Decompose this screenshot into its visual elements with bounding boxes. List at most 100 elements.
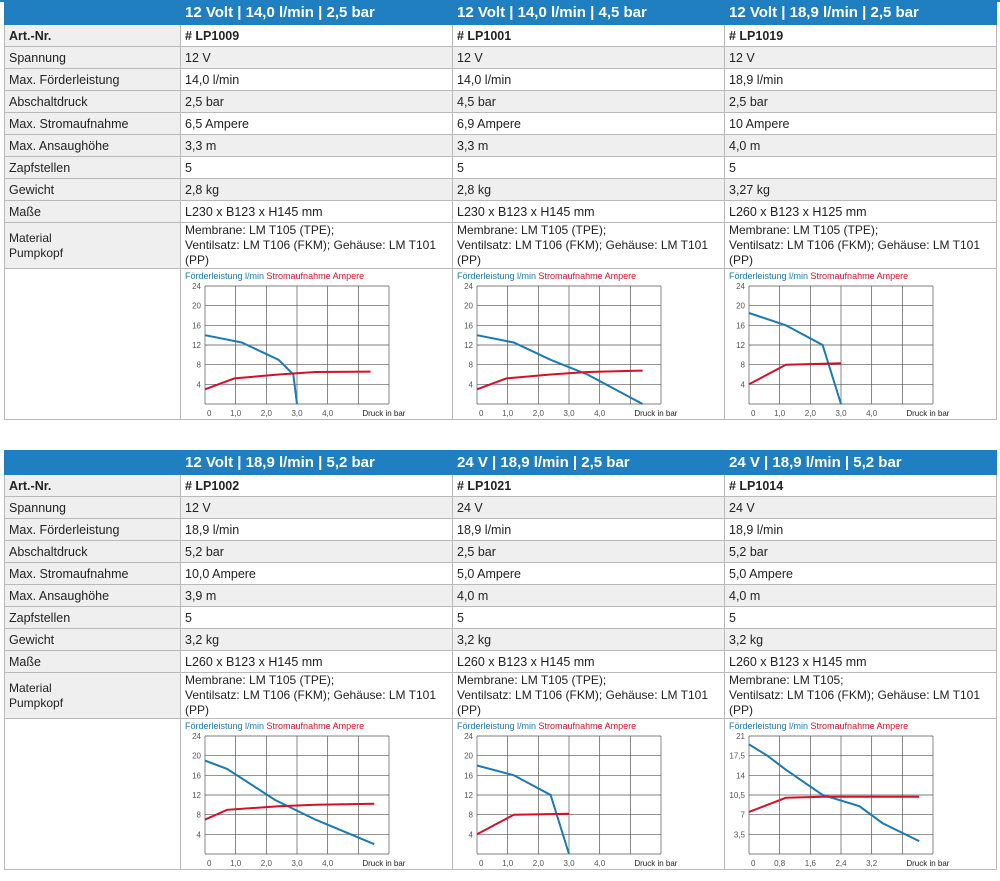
legend-ampere: Stromaufnahme Ampere [538, 271, 637, 281]
spec-value: 5 [452, 606, 725, 629]
y-tick-label: 20 [192, 302, 201, 311]
row-material-pumpkopf: Material Pumpkopf Membrane: LM T105 (TPE);… [4, 672, 997, 719]
y-tick-label: 4 [197, 830, 202, 839]
y-tick-label: 16 [192, 321, 201, 330]
row-charts: Förderleistung l/min Stromaufnahme Amper… [4, 268, 997, 420]
x-tick-label: 0 [751, 859, 756, 868]
spec-value: # LP1001 [452, 24, 725, 47]
x-tick-label: 2,0 [533, 859, 545, 868]
y-tick-label: 10,5 [729, 791, 745, 800]
row-charts: Förderleistung l/min Stromaufnahme Amper… [4, 718, 997, 870]
material-value: Membrane: LM T105; Ventilsatz: LM T106 (F… [724, 672, 997, 719]
spec-value: L230 x B123 x H145 mm [180, 200, 453, 223]
row-label: Maße [4, 650, 181, 673]
spec-value: 18,9 l/min [724, 68, 997, 91]
y-tick-label: 4 [469, 830, 474, 839]
row-material-pumpkopf: Material Pumpkopf Membrane: LM T105 (TPE);… [4, 222, 997, 269]
row-max-stromaufnahme: Max. Stromaufnahme 6,5 Ampere 6,9 Ampere 10… [4, 112, 997, 135]
legend-flow: Förderleistung l/min [185, 271, 265, 281]
row-max-foerderleistung: Max. Förderleistung 14,0 l/min 14,0 l/min 1… [4, 68, 997, 91]
product-header: 12 Volt | 14,0 l/min | 4,5 bar [452, 0, 725, 25]
y-tick-label: 8 [469, 811, 474, 820]
y-tick-label: 7 [741, 811, 746, 820]
spec-value: 2,5 bar [724, 90, 997, 113]
row-spannung: Spannung 12 V 24 V 24 V [4, 496, 997, 519]
row-label: Abschaltdruck [4, 540, 181, 563]
row-label: Max. Förderleistung [4, 68, 181, 91]
spec-value: 18,9 l/min [724, 518, 997, 541]
spec-value: # LP1019 [724, 24, 997, 47]
y-tick-label: 24 [736, 282, 745, 291]
chart-cell: Förderleistung l/min Stromaufnahme Amper… [180, 718, 453, 870]
spec-value: 10 Ampere [724, 112, 997, 135]
x-tick-label: 3,0 [563, 859, 575, 868]
material-line-2: Ventilsatz: LM T106 (FKM); Gehäuse: LM T… [457, 238, 709, 267]
header-row: 12 Volt | 14,0 l/min | 2,5 bar 12 Volt | … [4, 0, 997, 25]
y-tick-label: 20 [736, 302, 745, 311]
row-label: Max. Stromaufnahme [4, 112, 181, 135]
x-tick-label: 2,0 [261, 409, 273, 418]
spec-value: 12 V [452, 46, 725, 69]
row-label: Max. Ansaughöhe [4, 134, 181, 157]
pump-performance-chart: 3,5 7 10,5 14 17,5 21 0 0,8 1,6 2,4 3,2 Druck in ba… [729, 732, 949, 868]
material-line-1: Membrane: LM T105 (TPE); [457, 673, 607, 688]
row-max-stromaufnahme: Max. Stromaufnahme 10,0 Ampere 5,0 Ampere 5… [4, 562, 997, 585]
product-header: 12 Volt | 14,0 l/min | 2,5 bar [180, 0, 453, 25]
spec-value: 3,2 kg [452, 628, 725, 651]
row-max-ansaughoehe: Max. Ansaughöhe 3,3 m 3,3 m 4,0 m [4, 134, 997, 157]
row-label: Max. Stromaufnahme [4, 562, 181, 585]
y-tick-label: 24 [192, 732, 201, 741]
y-tick-label: 12 [192, 791, 201, 800]
material-line-2: Ventilsatz: LM T106 (FKM); Gehäuse: LM T… [729, 238, 981, 267]
flow-series-line [748, 312, 842, 405]
spec-value: 12 V [180, 46, 453, 69]
material-value: Membrane: LM T105 (TPE); Ventilsatz: LM T… [452, 672, 725, 719]
row-label: Gewicht [4, 628, 181, 651]
row-max-foerderleistung: Max. Förderleistung 18,9 l/min 18,9 l/min 1… [4, 518, 997, 541]
x-tick-label: 4,0 [594, 859, 606, 868]
row-label: Material Pumpkopf [4, 672, 181, 719]
row-label: Max. Ansaughöhe [4, 584, 181, 607]
y-tick-label: 8 [469, 361, 474, 370]
pumpkopf-label: Pumpkopf [9, 695, 64, 710]
chart-cell: Förderleistung l/min Stromaufnahme Amper… [724, 718, 997, 870]
legend-flow: Förderleistung l/min [729, 271, 809, 281]
header-corner [4, 0, 181, 25]
spec-value: 6,5 Ampere [180, 112, 453, 135]
ampere-series-line [204, 802, 375, 821]
row-masse: Maße L260 x B123 x H145 mm L260 x B123 x H… [4, 650, 997, 673]
y-tick-label: 12 [464, 341, 473, 350]
material-line-1: Membrane: LM T105 (TPE); [185, 673, 335, 688]
x-axis-label: Druck in bar [362, 409, 405, 418]
row-art-nr: Art.-Nr. # LP1002 # LP1021 # LP1014 [4, 474, 997, 497]
chart-legend: Förderleistung l/min Stromaufnahme Amper… [454, 270, 724, 281]
chart-cell: Förderleistung l/min Stromaufnahme Amper… [452, 268, 725, 420]
material-line-1: Membrane: LM T105 (TPE); [457, 223, 607, 238]
x-tick-label: 3,2 [866, 859, 878, 868]
spec-value: L230 x B123 x H145 mm [452, 200, 725, 223]
pump-performance-chart: 4 8 12 16 20 24 0 1,0 2,0 3,0 4,0 Druck in bar [736, 282, 950, 418]
chart-cell: Förderleistung l/min Stromaufnahme Amper… [724, 268, 997, 420]
product-block: 12 Volt | 14,0 l/min | 2,5 bar 12 Volt | … [4, 0, 997, 420]
y-tick-label: 4 [741, 380, 746, 389]
row-abschaltdruck: Abschaltdruck 5,2 bar 2,5 bar 5,2 bar [4, 540, 997, 563]
y-tick-label: 8 [197, 361, 202, 370]
spec-value: # LP1002 [180, 474, 453, 497]
y-tick-label: 24 [464, 732, 473, 741]
x-axis-label: Druck in bar [362, 859, 405, 868]
spec-value: 4,0 m [452, 584, 725, 607]
x-tick-label: 2,4 [835, 859, 847, 868]
pump-performance-chart: 4 8 12 16 20 24 0 1,0 2,0 3,0 4,0 Druck in bar [464, 282, 678, 418]
spec-value: 3,2 kg [724, 628, 997, 651]
x-tick-label: 0 [751, 409, 756, 418]
y-tick-label: 3,5 [734, 830, 746, 839]
row-label: Art.-Nr. [4, 24, 181, 47]
spec-value: 3,3 m [452, 134, 725, 157]
y-tick-label: 21 [736, 732, 745, 741]
spec-value: L260 x B123 x H145 mm [180, 650, 453, 673]
x-tick-label: 2,0 [261, 859, 273, 868]
spec-value: 3,9 m [180, 584, 453, 607]
header-row: 12 Volt | 18,9 l/min | 5,2 bar 24 V | 18,… [4, 450, 997, 475]
spec-value: 5,2 bar [180, 540, 453, 563]
pumpkopf-label: Pumpkopf [9, 245, 64, 260]
